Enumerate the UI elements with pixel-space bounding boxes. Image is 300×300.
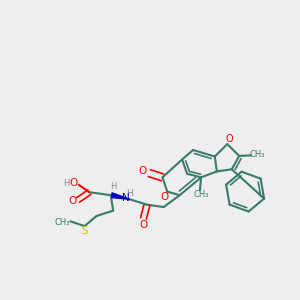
- Text: S: S: [81, 226, 88, 236]
- Text: N: N: [122, 193, 130, 203]
- Text: H: H: [110, 182, 116, 191]
- Text: O: O: [160, 192, 168, 202]
- Text: O: O: [69, 196, 77, 206]
- Text: CH₃: CH₃: [250, 150, 265, 159]
- Text: O: O: [139, 167, 147, 176]
- Text: H: H: [126, 190, 133, 199]
- Text: H: H: [64, 179, 70, 188]
- Polygon shape: [112, 193, 130, 199]
- Text: CH₃: CH₃: [194, 190, 209, 199]
- Text: O: O: [226, 134, 233, 144]
- Text: O: O: [139, 220, 148, 230]
- Text: O: O: [69, 178, 77, 188]
- Text: CH₃: CH₃: [54, 218, 70, 227]
